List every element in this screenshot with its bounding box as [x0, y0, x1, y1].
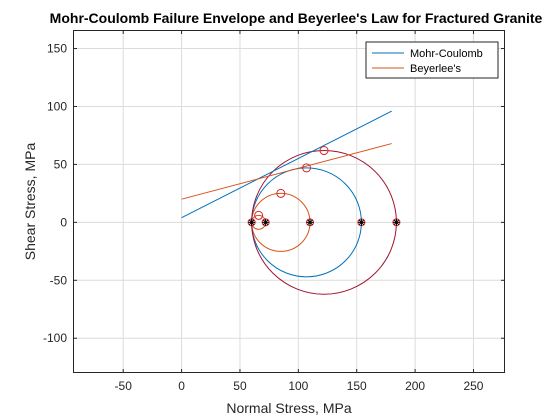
principal-stress-marker: [261, 218, 270, 227]
legend-entry: Mohr-Coulomb: [410, 48, 483, 60]
contact-point-marker: [254, 210, 264, 220]
principal-stress-marker: [306, 218, 315, 227]
y-tick-label: 100: [47, 99, 67, 113]
x-axis: -50 0 50 100 150 200 250: [115, 30, 484, 393]
stress-marker-stroke: [393, 219, 400, 226]
x-tick-label: 150: [347, 379, 367, 393]
principal-stress-marker: [247, 218, 256, 227]
chart-title: Mohr-Coulomb Failure Envelope and Beyerl…: [50, 10, 543, 26]
plot-marks: [181, 110, 401, 295]
x-tick-label: 250: [463, 379, 483, 393]
y-tick-label: 0: [60, 215, 67, 229]
x-tick-label: 50: [233, 379, 247, 393]
stress-marker-stroke: [307, 219, 313, 226]
y-tick-label: -100: [43, 331, 67, 345]
y-tick-label: -50: [50, 273, 68, 287]
series-line-mohr-coulomb: [181, 110, 392, 219]
stress-marker-stroke: [358, 219, 365, 226]
y-axis-label: Shear Stress, MPa: [22, 143, 38, 261]
plot-frame: [73, 30, 505, 373]
stress-marker-stroke: [262, 219, 269, 226]
stress-marker-stroke: [248, 219, 255, 226]
principal-stress-marker: [357, 218, 366, 227]
x-tick-label: 0: [178, 379, 185, 393]
legend-entry: Beyerlee's: [410, 63, 462, 75]
x-axis-label: Normal Stress, MPa: [226, 400, 351, 416]
y-tick-label: 150: [47, 42, 67, 56]
principal-stress-marker: [392, 218, 401, 227]
series-line-beyerlee: [181, 143, 392, 200]
x-tick-label: -50: [115, 379, 133, 393]
x-tick-label: 100: [288, 379, 308, 393]
plot-area: [73, 30, 505, 373]
y-tick-label: 50: [54, 157, 68, 171]
contact-point-marker: [319, 146, 329, 156]
contact-point-marker: [276, 188, 286, 198]
y-axis: -100 -50 0 50 100 150: [43, 42, 505, 345]
contact-point-marker: [302, 163, 312, 173]
legend: Mohr-Coulomb Beyerlee's: [365, 41, 499, 79]
x-tick-label: 200: [405, 379, 425, 393]
legend-box: [365, 41, 499, 79]
